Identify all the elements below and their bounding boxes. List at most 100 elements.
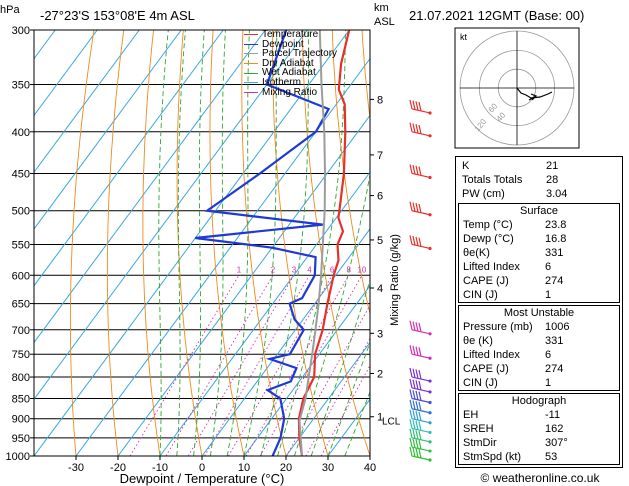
most-unstable-row-label: Lifted Index [463, 349, 520, 361]
wind-barb-flag [409, 164, 413, 174]
wind-barb-flag [415, 369, 419, 379]
most-unstable-row-value: 274 [545, 363, 564, 375]
wind-barb-flag [418, 322, 422, 333]
most-unstable-row-value: 6 [545, 349, 552, 361]
km-tick-label: 1 [377, 412, 383, 424]
wind-barb-flag [415, 439, 419, 449]
surface-row: Dewp (°C) 16.8 [459, 232, 619, 246]
most-unstable-title: Most Unstable [503, 307, 575, 319]
wind-barb-flag [418, 370, 422, 380]
wind-barb-flag [412, 321, 416, 331]
wind-barb-flag [412, 390, 416, 400]
index-row-value: 3.04 [546, 188, 568, 200]
wind-barb-flag [415, 322, 419, 332]
wet-adiabat [243, 30, 278, 456]
surface-box: Surface Temp (°C) 23.8 Dewp (°C) 16.8 θe(K) 3… [458, 203, 620, 303]
wind-barb-flag [415, 448, 419, 458]
pressure-tick-label: 600 [12, 270, 30, 282]
hodograph-row-value: -11 [545, 409, 561, 421]
legend-label: Isotherm [262, 76, 301, 88]
wind-barb-flag [415, 390, 419, 401]
wind-barb-flag [409, 320, 413, 330]
series-parcel-trajectory [298, 30, 327, 456]
wet-adiabat [193, 30, 205, 456]
pressure-tick-label: 700 [12, 325, 30, 337]
mixing-ratio-label: 3 [292, 265, 297, 274]
surface-row-label: Dewp (°C) [463, 233, 514, 245]
mixing-ratio-label: 25 [415, 265, 424, 274]
legend-swatch [244, 43, 258, 45]
legend-item: Wet Adiabat [244, 68, 337, 78]
surface-row-value: 331 [545, 247, 564, 259]
wind-barbs [409, 99, 432, 462]
km-tick-label: 4 [377, 283, 383, 295]
legend-label: Wet Adiabat [262, 67, 316, 79]
surface-row-label: Lifted Index [463, 261, 520, 273]
wind-barb-flag [409, 399, 413, 409]
wind-barb-flag [418, 203, 422, 213]
mixing-ratio-line [259, 275, 363, 456]
wind-barb-flag [409, 367, 413, 378]
hodograph-trace [516, 87, 553, 99]
surface-row: Temp (°C) 23.8 [459, 218, 619, 232]
most-unstable-row-label: CIN (J) [463, 377, 498, 389]
isotherm [34, 30, 98, 117]
legend-item: Mixing Ratio [244, 87, 337, 98]
hodograph-row-label: EH [463, 409, 479, 421]
most-unstable-row-label: Pressure (mb) [463, 321, 533, 333]
mixing-ratio-line [187, 275, 295, 456]
index-row-label: PW (cm) [462, 188, 505, 200]
x-axis-title: Dewpoint / Temperature (°C) [120, 471, 285, 486]
hodograph-row: StmDir 307° [459, 436, 619, 450]
pressure-tick-label: 350 [12, 80, 30, 92]
isotherm [34, 30, 182, 230]
wind-barb-dot [428, 421, 432, 425]
wind-barb-flag [409, 99, 413, 110]
wind-barb-dot [428, 175, 432, 180]
wind-barb-flag [418, 347, 422, 357]
isotherm [285, 341, 370, 456]
wind-barb-flag [412, 345, 416, 356]
pressure-tick-label: 800 [12, 372, 30, 384]
wind-barb-flag [412, 419, 416, 430]
km-tick-label: 3 [377, 328, 383, 340]
surface-row-label: θe(K) [463, 247, 490, 259]
wind-barb-flag [409, 428, 413, 438]
wind-barb-flag [418, 391, 422, 401]
most-unstable-row: Lifted Index 6 [459, 348, 619, 362]
temperature-tick-label: 30 [322, 462, 334, 474]
legend-item: Dry Adiabat [244, 58, 337, 69]
temperature-tick-label: 20 [280, 462, 292, 474]
location-title: -27°23'S 153°08'E 4m ASL [40, 8, 195, 23]
surface-row-label: CAPE (J) [463, 275, 509, 287]
km-tick-label: 7 [377, 150, 383, 162]
wind-barb-dot [428, 400, 432, 405]
series-layer [195, 30, 351, 456]
wind-barb-flag [412, 447, 416, 457]
most-unstable-row: CIN (J) 1 [459, 376, 619, 390]
wind-barb-flag [415, 401, 419, 411]
temperature-tick-label: -20 [110, 462, 126, 474]
index-row-label: K [462, 160, 470, 172]
datetime-title: 21.07.2021 12GMT (Base: 00) [409, 8, 584, 23]
temperature-tick-label: -10 [152, 462, 168, 474]
wind-barb-flag [415, 124, 419, 134]
wind-barb-dot [428, 430, 432, 435]
legend-label: Parcel Trajectory [262, 48, 338, 60]
wind-barb-flag [415, 420, 419, 430]
index-row: K 21 [458, 159, 620, 173]
wind-barb-flag [415, 410, 419, 421]
pressure-tick-label: 650 [12, 299, 30, 311]
wind-barb-dot [428, 246, 432, 251]
legend-item: Parcel Trajectory [244, 49, 337, 59]
surface-row: Lifted Index 6 [459, 260, 619, 274]
isotherm [243, 284, 370, 456]
wind-barb-flag [418, 440, 422, 450]
wind-barb-dot [428, 134, 432, 138]
dry-adiabat [142, 30, 161, 456]
dry-adiabat [69, 30, 95, 456]
pressure-tick-label: 850 [12, 393, 30, 405]
temperature-tick-label: -30 [68, 462, 84, 474]
legend-label: Temperature [262, 29, 319, 40]
